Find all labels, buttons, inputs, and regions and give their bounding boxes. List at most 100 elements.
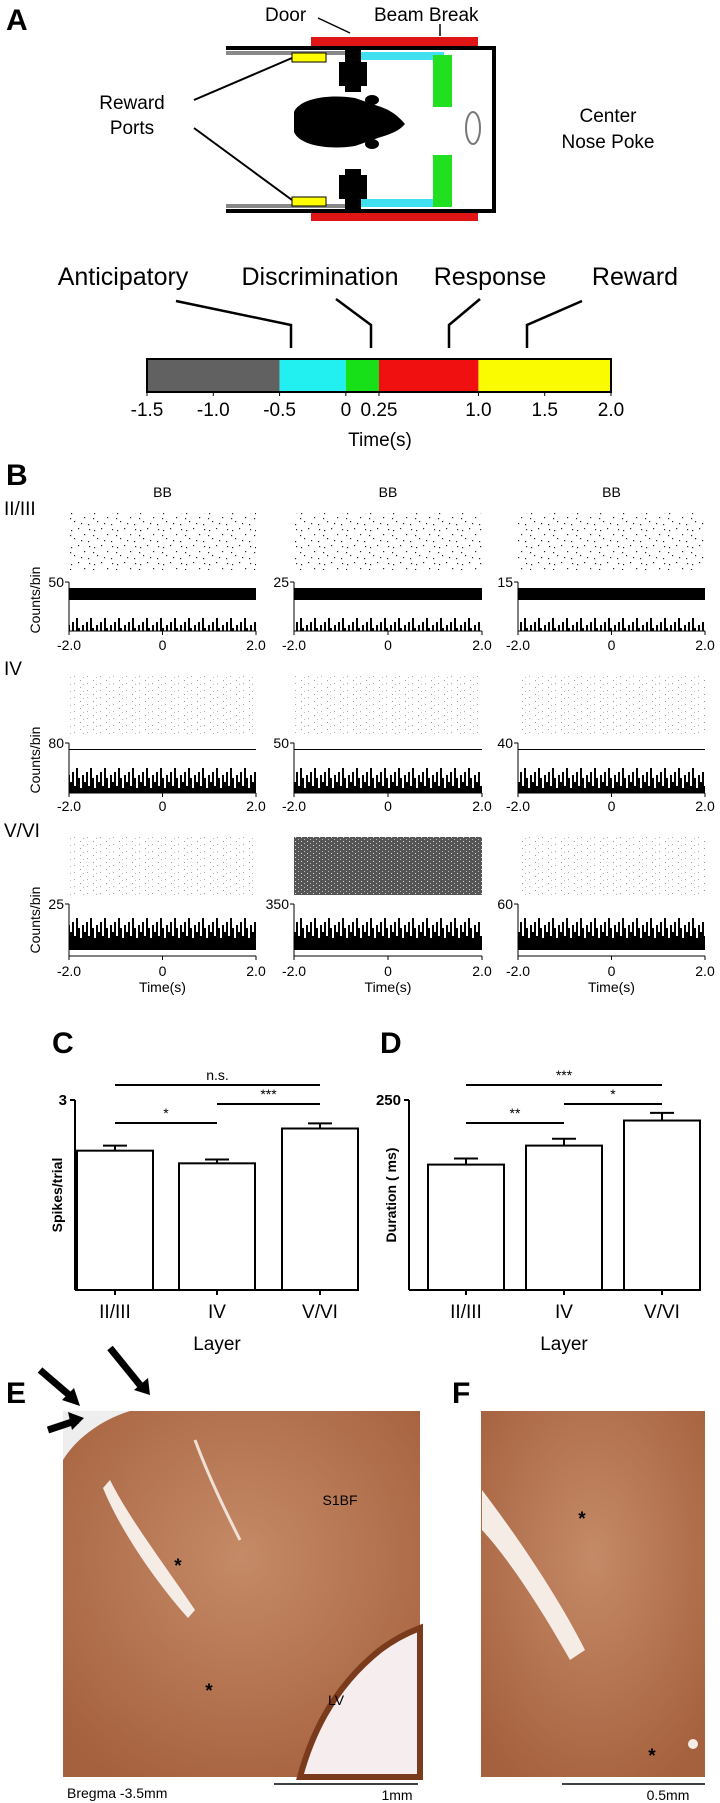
x-tick-label: 0 bbox=[159, 798, 167, 814]
x-tick-label: II/III bbox=[450, 1302, 482, 1323]
reward-ports-label: Reward bbox=[99, 93, 164, 114]
x-axis-label: Time(s) bbox=[365, 979, 412, 995]
scale-label: 0.5mm bbox=[647, 1787, 690, 1803]
y-tick-label: 50 bbox=[273, 735, 289, 751]
caption: Bregma -3.5mm bbox=[67, 1785, 167, 1801]
bar bbox=[178, 1162, 256, 1292]
nose-poke-label: Center bbox=[579, 106, 637, 127]
phase-segment bbox=[478, 359, 611, 392]
x-tick-label: 1.5 bbox=[532, 400, 558, 421]
panel-label: D bbox=[380, 1027, 402, 1060]
bar bbox=[281, 1127, 359, 1291]
significance-label: ** bbox=[510, 1105, 521, 1121]
marker: * bbox=[205, 1681, 213, 1702]
x-tick-label: -0.5 bbox=[263, 400, 296, 421]
psth bbox=[69, 588, 256, 631]
y-axis-label: Counts/bin bbox=[27, 567, 43, 634]
y-tick-label: 50 bbox=[48, 574, 64, 590]
arrow bbox=[107, 1345, 143, 1388]
x-tick-label: 1.0 bbox=[465, 400, 491, 421]
raster bbox=[69, 513, 256, 570]
x-tick-label: 0 bbox=[608, 637, 616, 653]
x-tick-label: 0.25 bbox=[361, 400, 398, 421]
raster bbox=[294, 513, 482, 570]
x-tick-label: 2.0 bbox=[695, 963, 715, 979]
phase-segment bbox=[147, 359, 280, 392]
y-tick-label: 60 bbox=[497, 896, 513, 912]
y-tick-label: 350 bbox=[266, 896, 290, 912]
arrow-head bbox=[68, 1412, 84, 1430]
layer-label: II/III bbox=[4, 499, 36, 520]
raster bbox=[518, 674, 705, 734]
cortex-edge bbox=[63, 1411, 130, 1460]
x-tick-label: -2.0 bbox=[282, 637, 306, 653]
x-tick-label: 2.0 bbox=[695, 637, 715, 653]
x-tick-label: 2.0 bbox=[598, 400, 624, 421]
ventricle-label: LV bbox=[328, 1692, 345, 1708]
x-tick-label: 2.0 bbox=[246, 798, 266, 814]
marker: * bbox=[648, 1746, 656, 1767]
raster bbox=[69, 674, 256, 734]
x-tick-label: -1.5 bbox=[131, 400, 164, 421]
y-axis-label: Spikes/trial bbox=[49, 1158, 65, 1233]
y-tick-label: 80 bbox=[48, 735, 64, 751]
phase-segment bbox=[345, 359, 379, 392]
phase-segment bbox=[279, 359, 346, 392]
phase-label: Response bbox=[434, 263, 547, 291]
x-tick-label: 2.0 bbox=[472, 963, 492, 979]
psth bbox=[69, 910, 256, 956]
x-tick-label: IV bbox=[208, 1302, 226, 1323]
panel-label: A bbox=[6, 4, 28, 37]
psth bbox=[294, 910, 482, 956]
nose-poke-label: Nose Poke bbox=[562, 132, 655, 153]
scale-label: 1mm bbox=[381, 1787, 412, 1803]
raster bbox=[294, 674, 482, 734]
bar bbox=[427, 1163, 505, 1291]
x-tick-label: 0 bbox=[384, 798, 392, 814]
psth bbox=[294, 588, 482, 631]
y-tick-label: 25 bbox=[48, 896, 64, 912]
y-axis-label: Duration ( ms) bbox=[383, 1148, 399, 1243]
y-tick-label: 250 bbox=[376, 1092, 401, 1109]
significance-label: * bbox=[163, 1105, 169, 1121]
apparatus bbox=[193, 17, 496, 221]
x-tick-label: -2.0 bbox=[57, 637, 81, 653]
x-tick-label: V/VI bbox=[644, 1302, 680, 1323]
x-axis-label: Time(s) bbox=[588, 979, 635, 995]
x-tick-label: 0 bbox=[159, 637, 167, 653]
y-tick-label: 40 bbox=[497, 735, 513, 751]
marker: * bbox=[174, 1556, 182, 1577]
x-axis-label: Time(s) bbox=[139, 979, 186, 995]
x-tick-label: -2.0 bbox=[282, 963, 306, 979]
phase-label: Discrimination bbox=[242, 263, 399, 291]
y-axis-label: Counts/bin bbox=[27, 727, 43, 794]
psth bbox=[518, 588, 705, 631]
y-tick-label: 25 bbox=[273, 574, 289, 590]
y-tick-label: 3 bbox=[59, 1092, 67, 1109]
panel-label: E bbox=[6, 1377, 26, 1410]
x-tick-label: -2.0 bbox=[506, 798, 530, 814]
region-label: S1BF bbox=[322, 1492, 357, 1508]
x-tick-label: 2.0 bbox=[246, 963, 266, 979]
x-tick-label: 0 bbox=[159, 963, 167, 979]
psth bbox=[69, 749, 256, 793]
bar bbox=[76, 1149, 154, 1291]
panel-label: F bbox=[452, 1377, 470, 1410]
door-label: Door bbox=[265, 5, 307, 26]
panel-label: B bbox=[6, 459, 28, 492]
x-tick-label: 0 bbox=[608, 963, 616, 979]
x-tick-label: 2.0 bbox=[472, 637, 492, 653]
x-tick-label: -2.0 bbox=[282, 798, 306, 814]
x-tick-label: -1.0 bbox=[197, 400, 230, 421]
significance-label: *** bbox=[556, 1067, 573, 1083]
psth bbox=[294, 749, 482, 793]
x-tick-label: 0 bbox=[341, 400, 352, 421]
ventricle bbox=[296, 1623, 423, 1780]
tissue-image bbox=[481, 1411, 705, 1777]
raster bbox=[518, 513, 705, 570]
x-tick-label: 2.0 bbox=[695, 798, 715, 814]
x-axis-label: Time(s) bbox=[348, 430, 412, 451]
x-tick-label: -2.0 bbox=[506, 963, 530, 979]
